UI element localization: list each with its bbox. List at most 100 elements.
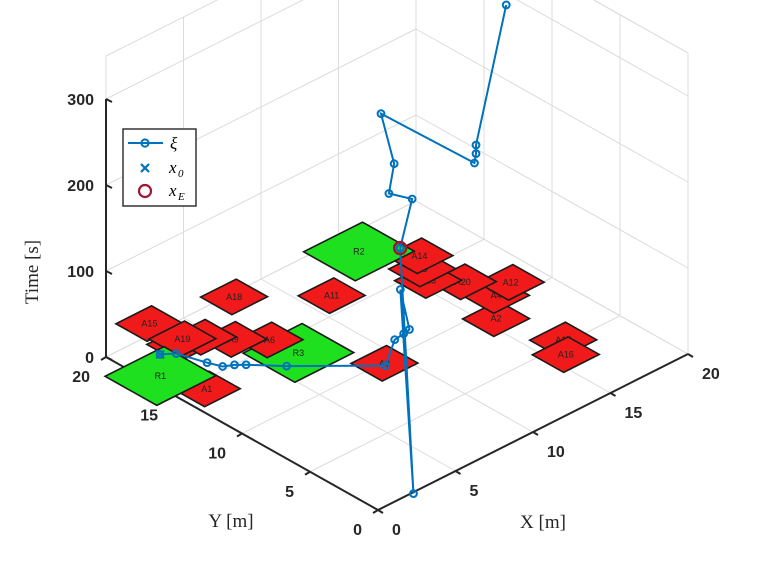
end-marker [392, 240, 408, 256]
region-label: A4 [490, 291, 501, 301]
wall-grid-line [105, 0, 219, 57]
wall-grid-line [592, 0, 689, 54]
region-label: A15 [141, 319, 157, 329]
z-tick-mark [105, 98, 113, 103]
region-label: A18 [226, 292, 242, 302]
trajectory-point [501, 0, 511, 10]
start-marker [155, 349, 165, 360]
region-label: A1 [201, 384, 212, 394]
wall-grid-line [105, 114, 417, 272]
trajectory-point [282, 361, 292, 371]
legend-entry-x0: x 0 [140, 158, 184, 180]
legend-label-xi: ξ [170, 134, 178, 153]
wall-grid-line [415, 114, 689, 269]
legend-entry-xi: ξ [128, 134, 178, 153]
x-tick-mark [377, 509, 384, 514]
trajectory-point [381, 361, 390, 370]
region-label: A19 [174, 334, 190, 344]
z-tick-label: 200 [67, 178, 94, 195]
z-tick-label: 100 [67, 264, 94, 281]
z-tick-label: 300 [67, 92, 94, 109]
trajectory-point [471, 140, 481, 150]
trajectory-point [171, 349, 181, 358]
trajectory-point [470, 158, 479, 168]
y-tick-mark [100, 356, 107, 361]
trajectory-point [395, 285, 405, 294]
trajectory-point [405, 325, 414, 334]
trajectory-series [155, 0, 511, 499]
region-a11 [296, 276, 367, 315]
region-a18 [198, 278, 270, 316]
wall-grid-line [415, 28, 689, 183]
x-tick-mark [532, 431, 539, 436]
z-tick-mark [105, 270, 113, 275]
region-r1 [103, 345, 218, 407]
y-tick-label: 5 [285, 484, 294, 501]
region-r3 [241, 322, 356, 384]
trajectory-point [230, 360, 239, 370]
region-a16 [530, 335, 601, 374]
trajectory-point [376, 109, 386, 119]
region-label: A2 [491, 314, 502, 324]
y-axis-label: Y [m] [208, 511, 253, 532]
legend-subscript-x0: 0 [178, 168, 184, 180]
region-r2 [301, 221, 416, 282]
z-tick-mark [105, 184, 113, 189]
legend-label-x0: x [168, 158, 177, 177]
region-label: A20 [455, 277, 471, 287]
y-tick-mark [372, 509, 379, 514]
wall-grid-line [516, 0, 689, 97]
legend-entry-xe: x E [137, 181, 185, 203]
legend-subscript-xe: E [177, 191, 185, 203]
trajectory-point [218, 362, 228, 371]
x-tick-label: 0 [392, 522, 401, 539]
x-tick-label: 5 [470, 483, 479, 500]
wall-grid-line [415, 200, 689, 355]
z-axis-label: Time [s] [22, 240, 43, 304]
trajectory-line [160, 4, 508, 494]
trajectory-point [155, 350, 165, 359]
y-tick-label: 15 [140, 407, 158, 424]
trajectory-point [384, 189, 394, 198]
y-tick-label: 10 [208, 446, 226, 463]
y-tick-mark [236, 432, 243, 438]
x-tick-mark [454, 470, 462, 475]
region-label: A14 [411, 251, 427, 261]
trajectory-point [409, 489, 418, 499]
region-label: A6 [264, 335, 275, 345]
trajectory-point [399, 329, 409, 339]
trajectory-point [407, 194, 417, 204]
region-label: A11 [324, 291, 339, 301]
x-axis-label: X [m] [520, 512, 566, 533]
region-label: R2 [353, 246, 365, 256]
y-tick-label: 20 [72, 369, 90, 386]
x-tick-mark [687, 353, 694, 358]
floor-regions: A7R3A3A17A16A2A4A12A20A13A5A14R2A11A18A1… [103, 221, 601, 408]
region-a14 [384, 237, 455, 275]
x-tick-label: 15 [625, 405, 643, 422]
x-tick-label: 20 [702, 366, 720, 383]
trajectory-point [395, 243, 405, 253]
trajectory-point [202, 358, 212, 368]
z-tick-label: 0 [85, 350, 94, 367]
wall-grid-line [105, 0, 304, 100]
trajectory-point [389, 159, 399, 169]
legend-label-xe: x [168, 181, 177, 200]
legend: ξ x 0 x E [122, 128, 197, 207]
region-label: A16 [558, 350, 574, 360]
trajectory-point [241, 360, 251, 370]
trajectory-point [471, 149, 481, 159]
y-tick-label: 0 [353, 522, 362, 539]
legend-circle-marker [140, 138, 150, 148]
y-tick-mark [304, 470, 311, 476]
region-label: A12 [503, 277, 519, 287]
x-tick-label: 10 [547, 444, 565, 461]
region-label: R3 [293, 348, 305, 358]
legend-cross-marker [140, 163, 150, 173]
region-a12 [475, 263, 546, 302]
legend-box [122, 128, 197, 207]
legend-ring-marker [137, 183, 153, 199]
